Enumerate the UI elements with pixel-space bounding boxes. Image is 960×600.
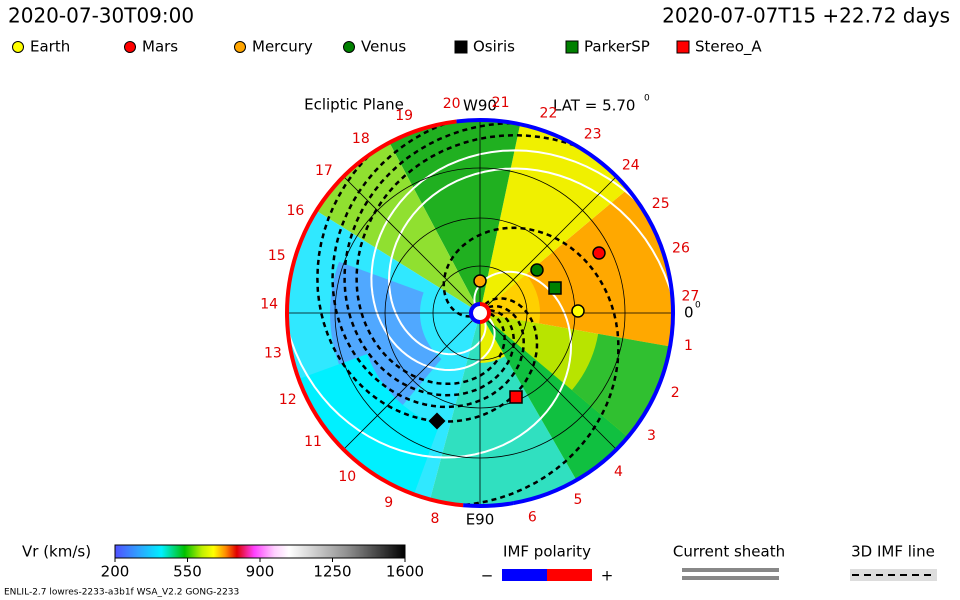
sector-label: 14 xyxy=(260,297,278,313)
legend-label: Mercury xyxy=(252,38,313,56)
sector-label: 25 xyxy=(652,196,670,212)
boundary xyxy=(285,119,464,508)
imf-line-title: 3D IMF line xyxy=(851,543,935,561)
body-marker xyxy=(592,246,606,260)
sector-label: 12 xyxy=(279,392,297,408)
body-marker xyxy=(473,274,487,288)
sector-label: 9 xyxy=(384,495,393,511)
zero-label: 0 xyxy=(684,304,694,322)
sector-label: 1 xyxy=(684,338,693,354)
colorbar-label: Vr (km/s) xyxy=(22,543,91,561)
sector-label: 2 xyxy=(671,385,680,401)
velocity-field xyxy=(287,120,673,506)
sector-label: 8 xyxy=(431,511,440,527)
imf-line xyxy=(355,133,593,386)
run-label: 2020-07-07T15 +22.72 days xyxy=(662,4,950,28)
body-marker xyxy=(548,281,562,295)
lat-label: LAT = 5.70 xyxy=(553,97,635,115)
body-marker xyxy=(530,263,544,277)
imf-line xyxy=(316,142,539,423)
legend-marker xyxy=(343,41,355,53)
body-marker xyxy=(428,412,446,430)
top-label: W90 xyxy=(463,97,497,115)
sector-label: 23 xyxy=(584,127,602,143)
sector-label: 16 xyxy=(286,203,304,219)
body-marker xyxy=(509,390,523,404)
legend-label: Venus xyxy=(361,38,406,56)
sector-label: 6 xyxy=(528,509,537,525)
field-region xyxy=(428,313,579,506)
legend-marker xyxy=(454,40,468,54)
colorbar-tick-label: 1250 xyxy=(313,563,351,581)
sun-edge xyxy=(469,302,481,324)
sector-label: 15 xyxy=(268,248,286,264)
colorbar-tick-label: 550 xyxy=(173,563,202,581)
sheath-sample xyxy=(682,568,779,572)
footer: ENLIL-2.7 lowres-2233-a3b1f WSA_V2.2 GON… xyxy=(4,588,239,598)
imf-line xyxy=(442,226,620,506)
imf-line xyxy=(331,120,525,409)
legend-marker xyxy=(565,40,579,54)
sector-label: 26 xyxy=(672,241,690,257)
colorbar-tick-label: 200 xyxy=(101,563,130,581)
sector-label: 3 xyxy=(647,428,656,444)
sector-label: 13 xyxy=(264,345,282,361)
colorbar xyxy=(114,544,406,559)
legend-marker xyxy=(124,41,136,53)
plot-title: Ecliptic Plane xyxy=(304,96,404,114)
sector-label: 21 xyxy=(492,95,510,111)
sector-label: 19 xyxy=(395,108,413,124)
legend-marker xyxy=(676,40,690,54)
boundary xyxy=(463,501,514,508)
colorbar-tick-label: 1600 xyxy=(386,563,424,581)
current-sheath xyxy=(287,270,573,459)
legend-label: ParkerSP xyxy=(584,38,650,56)
sector-label: 11 xyxy=(304,434,322,450)
field-region xyxy=(312,138,480,313)
boundary xyxy=(456,118,675,506)
lat-sup: 0 xyxy=(644,94,650,104)
imf-neg xyxy=(502,569,547,581)
sector-label: 20 xyxy=(443,96,461,112)
legend-label: Stereo_A xyxy=(695,38,762,57)
time-label: 2020-07-30T09:00 xyxy=(8,4,194,28)
sheath-title: Current sheath xyxy=(673,543,785,561)
legend-label: Earth xyxy=(30,38,70,56)
zero-sup: 0 xyxy=(695,301,701,311)
sector-label: 10 xyxy=(338,469,356,485)
colorbar-tick-label: 900 xyxy=(246,563,275,581)
overlay xyxy=(285,118,675,508)
body-marker xyxy=(571,304,585,318)
legend-label: Mars xyxy=(142,38,178,56)
legend-marker xyxy=(12,41,24,53)
legend-label: Osiris xyxy=(473,38,515,56)
sector-label: 27 xyxy=(681,289,699,305)
sector-label: 4 xyxy=(614,464,623,480)
imf-title: IMF polarity xyxy=(503,543,591,561)
imf-pos xyxy=(547,569,592,581)
sector-label: 5 xyxy=(574,492,583,508)
bottom-label: E90 xyxy=(466,511,495,529)
imf-line xyxy=(343,121,531,397)
imf-minus: − xyxy=(481,567,494,585)
current-sheath xyxy=(387,167,673,356)
sector-label: 18 xyxy=(352,131,370,147)
sheath-sample xyxy=(682,576,779,580)
sector-label: 22 xyxy=(540,105,558,121)
sector-label: 17 xyxy=(315,163,333,179)
sector-label: 24 xyxy=(622,157,640,173)
field-region xyxy=(387,120,522,313)
imf-plus: + xyxy=(601,567,614,585)
legend-marker xyxy=(234,41,246,53)
